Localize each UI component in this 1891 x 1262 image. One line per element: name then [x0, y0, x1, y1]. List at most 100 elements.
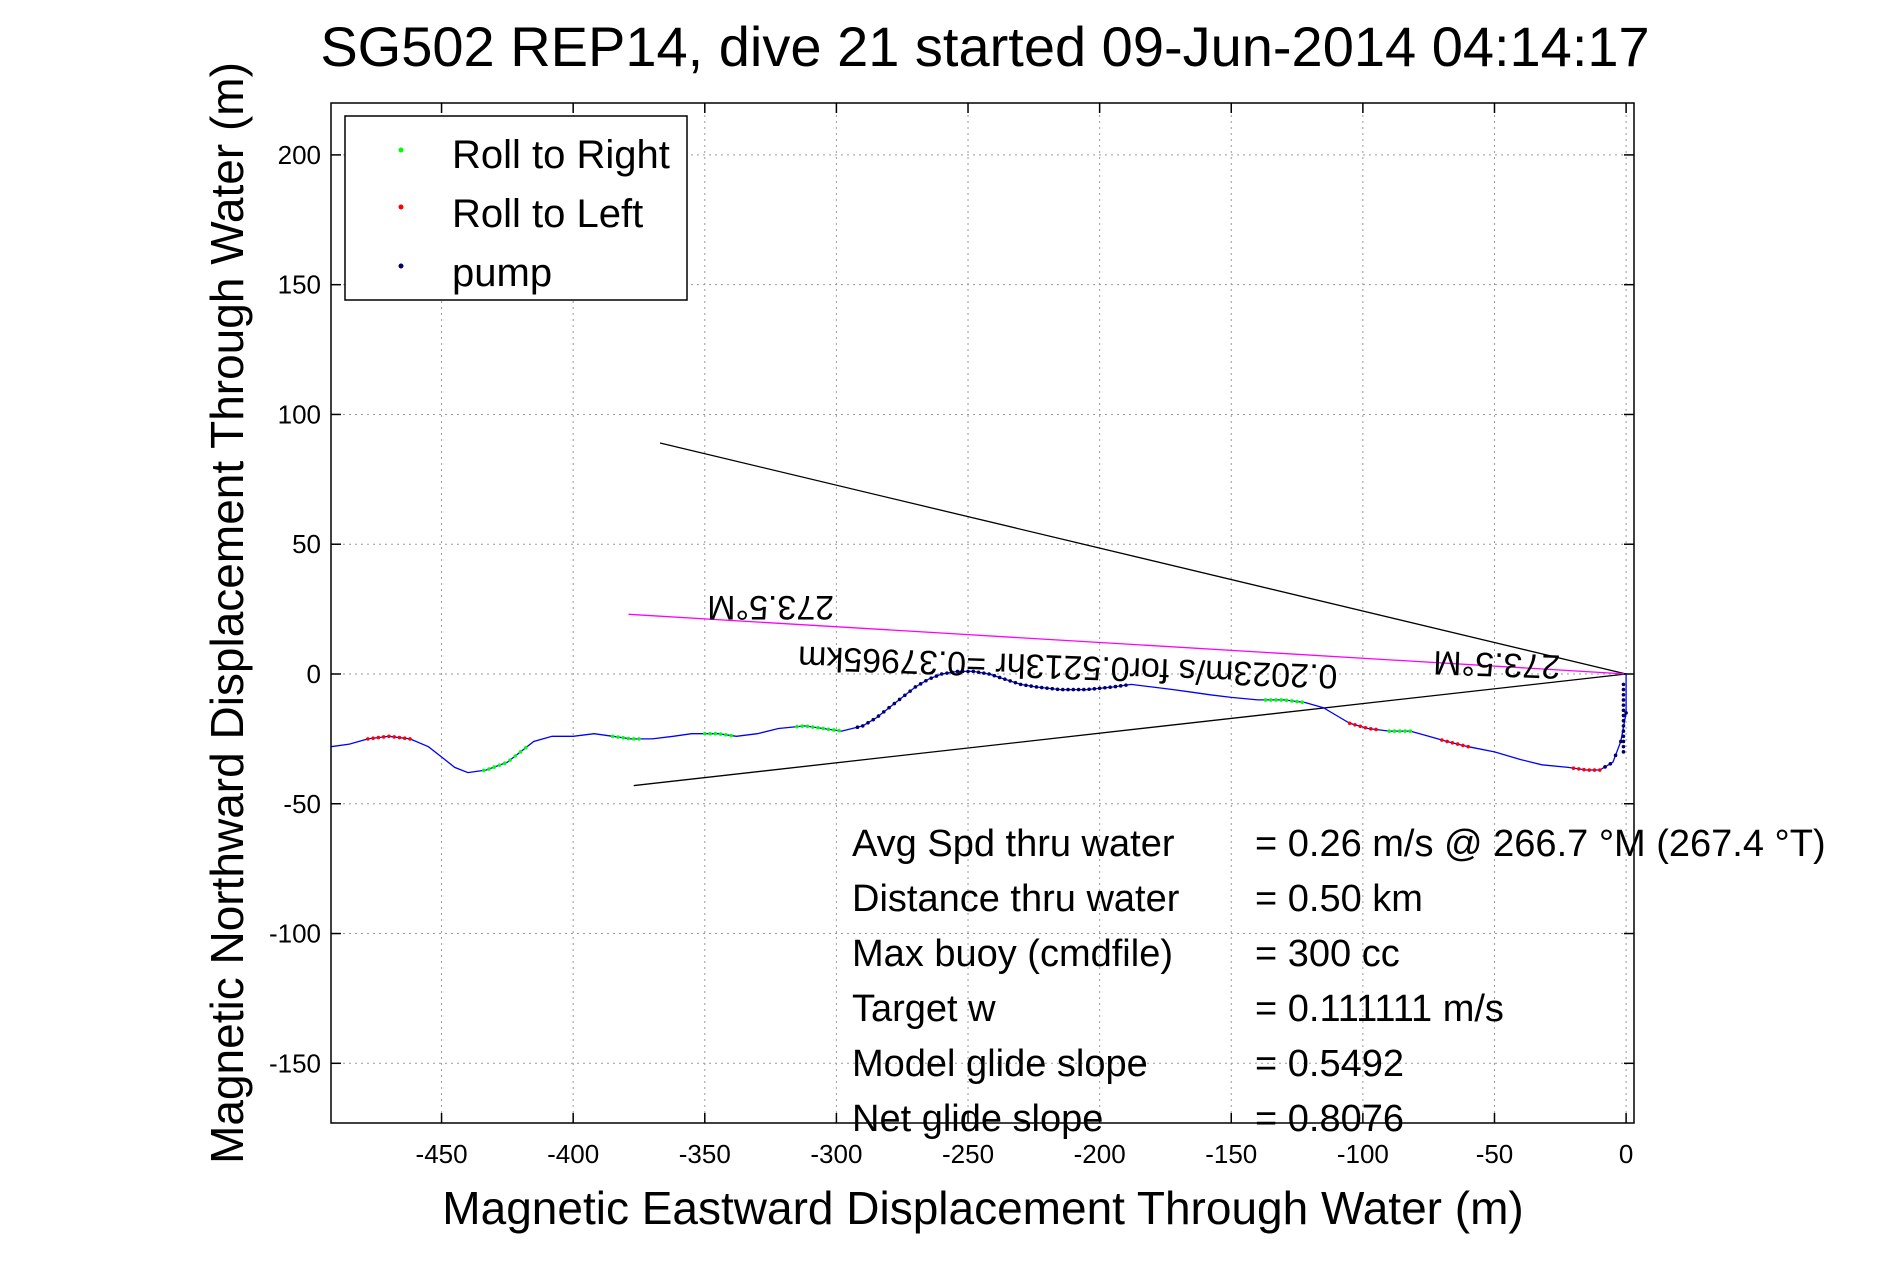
pump-marker: [876, 714, 881, 718]
y-tick-label: 150: [278, 270, 321, 300]
pump-marker: [1092, 686, 1097, 691]
x-tick-label: -100: [1337, 1139, 1389, 1169]
stat-label-distance: Distance thru water: [852, 878, 1180, 920]
roll-right-marker: [1289, 699, 1294, 703]
pump-marker: [1621, 682, 1626, 687]
chart-title: SG502 REP14, dive 21 started 09-Jun-2014…: [320, 15, 1649, 78]
pump-marker: [934, 674, 939, 678]
pump-marker: [903, 693, 907, 698]
roll-left-marker: [1597, 768, 1602, 772]
pump-marker: [1039, 685, 1044, 690]
pump-marker: [929, 676, 933, 680]
pump-marker: [950, 670, 955, 675]
roll-left-marker: [408, 737, 412, 741]
roll-right-marker: [816, 725, 820, 730]
stat-value-net-glide: = 0.8076: [1255, 1098, 1404, 1140]
pump-marker: [1621, 750, 1626, 754]
roll-right-marker: [1392, 729, 1397, 733]
stat-value-distance: = 0.50 km: [1255, 878, 1423, 920]
pump-marker: [1621, 698, 1626, 702]
roll-right-marker: [795, 724, 799, 729]
pump-marker: [960, 669, 965, 674]
pump-marker: [1621, 744, 1626, 749]
pump-marker: [1113, 684, 1118, 689]
pump-marker: [1097, 686, 1102, 691]
pump-marker: [939, 672, 944, 676]
pump-marker: [1621, 734, 1626, 739]
roll-right-marker: [502, 761, 507, 766]
legend-label-pump: pump: [452, 251, 552, 295]
roll-right-marker: [729, 733, 733, 738]
pump-marker: [918, 682, 923, 686]
roll-right-marker: [523, 745, 528, 750]
pump-marker: [1029, 684, 1033, 688]
pump-marker: [1621, 739, 1626, 744]
roll-right-marker: [481, 768, 486, 773]
pump-marker: [1060, 687, 1065, 692]
roll-left-marker: [371, 736, 375, 741]
roll-right-marker: [631, 737, 636, 741]
pump-marker: [892, 701, 897, 706]
ticks: -450 -400 -350 -300 -250 -200 -150 -100 -50 0 200 1…: [269, 103, 1634, 1169]
legend-marker-roll-left: [398, 204, 404, 210]
pump-marker: [908, 689, 912, 693]
stat-label-max-buoy: Max buoy (cmdfile): [852, 933, 1173, 975]
heading-label-far: 273.5°M: [707, 588, 834, 626]
x-tick-label: -50: [1476, 1139, 1514, 1169]
y-tick-label: -150: [269, 1048, 321, 1078]
pump-marker: [1103, 685, 1107, 690]
roll-left-marker: [1466, 744, 1470, 749]
pump-marker: [1082, 687, 1086, 692]
plot-frame: [330, 102, 1635, 1124]
x-tick-label: -400: [547, 1139, 599, 1169]
roll-right-marker: [831, 728, 836, 732]
roll-right-marker: [800, 724, 804, 728]
roll-right-marker: [1274, 698, 1278, 702]
roll-left-marker: [1347, 721, 1352, 726]
reference-line: [633, 673, 1627, 787]
pump-marker: [1076, 687, 1081, 692]
markers: [366, 669, 1628, 773]
pump-marker: [881, 710, 886, 714]
stat-label-avg-speed: Avg Spd thru water: [852, 823, 1175, 865]
roll-right-marker: [513, 754, 518, 758]
pump-marker: [1619, 739, 1623, 744]
pump-marker: [1071, 687, 1076, 692]
y-tick-label: 0: [307, 659, 321, 689]
roll-left-marker: [1461, 743, 1465, 748]
roll-right-marker: [610, 734, 615, 739]
pump-marker: [1055, 687, 1060, 692]
pump-marker: [971, 669, 976, 674]
pump-marker: [1108, 685, 1112, 690]
roll-right-marker: [1263, 698, 1268, 702]
roll-right-marker: [821, 726, 826, 731]
pump-marker: [924, 678, 928, 683]
roll-right-marker: [492, 765, 497, 769]
roll-left-marker: [1576, 767, 1581, 771]
pump-marker: [897, 697, 902, 702]
pump-marker: [992, 673, 997, 678]
pump-marker: [860, 724, 865, 728]
roll-left-marker: [1440, 738, 1444, 742]
pump-marker: [1621, 708, 1626, 713]
legend-label-roll-left: Roll to Left: [452, 192, 643, 236]
stats-block: Avg Spd thru water = 0.26 m/s @ 266.7 °M…: [852, 823, 1826, 1140]
x-tick-label: -300: [810, 1139, 862, 1169]
x-tick-label: -450: [416, 1139, 468, 1169]
pump-marker: [1624, 711, 1628, 715]
pump-marker: [1621, 718, 1626, 723]
pump-marker: [1621, 724, 1626, 728]
roll-left-marker: [376, 735, 381, 740]
stat-value-model-glide: = 0.5492: [1255, 1043, 1404, 1085]
reference-line: [628, 613, 1627, 675]
roll-left-marker: [1455, 742, 1460, 746]
roll-left-marker: [392, 735, 396, 739]
pump-marker: [1118, 684, 1123, 688]
pump-marker: [1008, 679, 1012, 683]
legend-label-roll-right: Roll to Right: [452, 133, 670, 177]
x-tick-label: 0: [1619, 1139, 1633, 1169]
pump-marker: [1608, 761, 1613, 766]
roll-left-marker: [1445, 739, 1449, 744]
stat-value-target-w: = 0.111111 m/s: [1255, 988, 1504, 1030]
